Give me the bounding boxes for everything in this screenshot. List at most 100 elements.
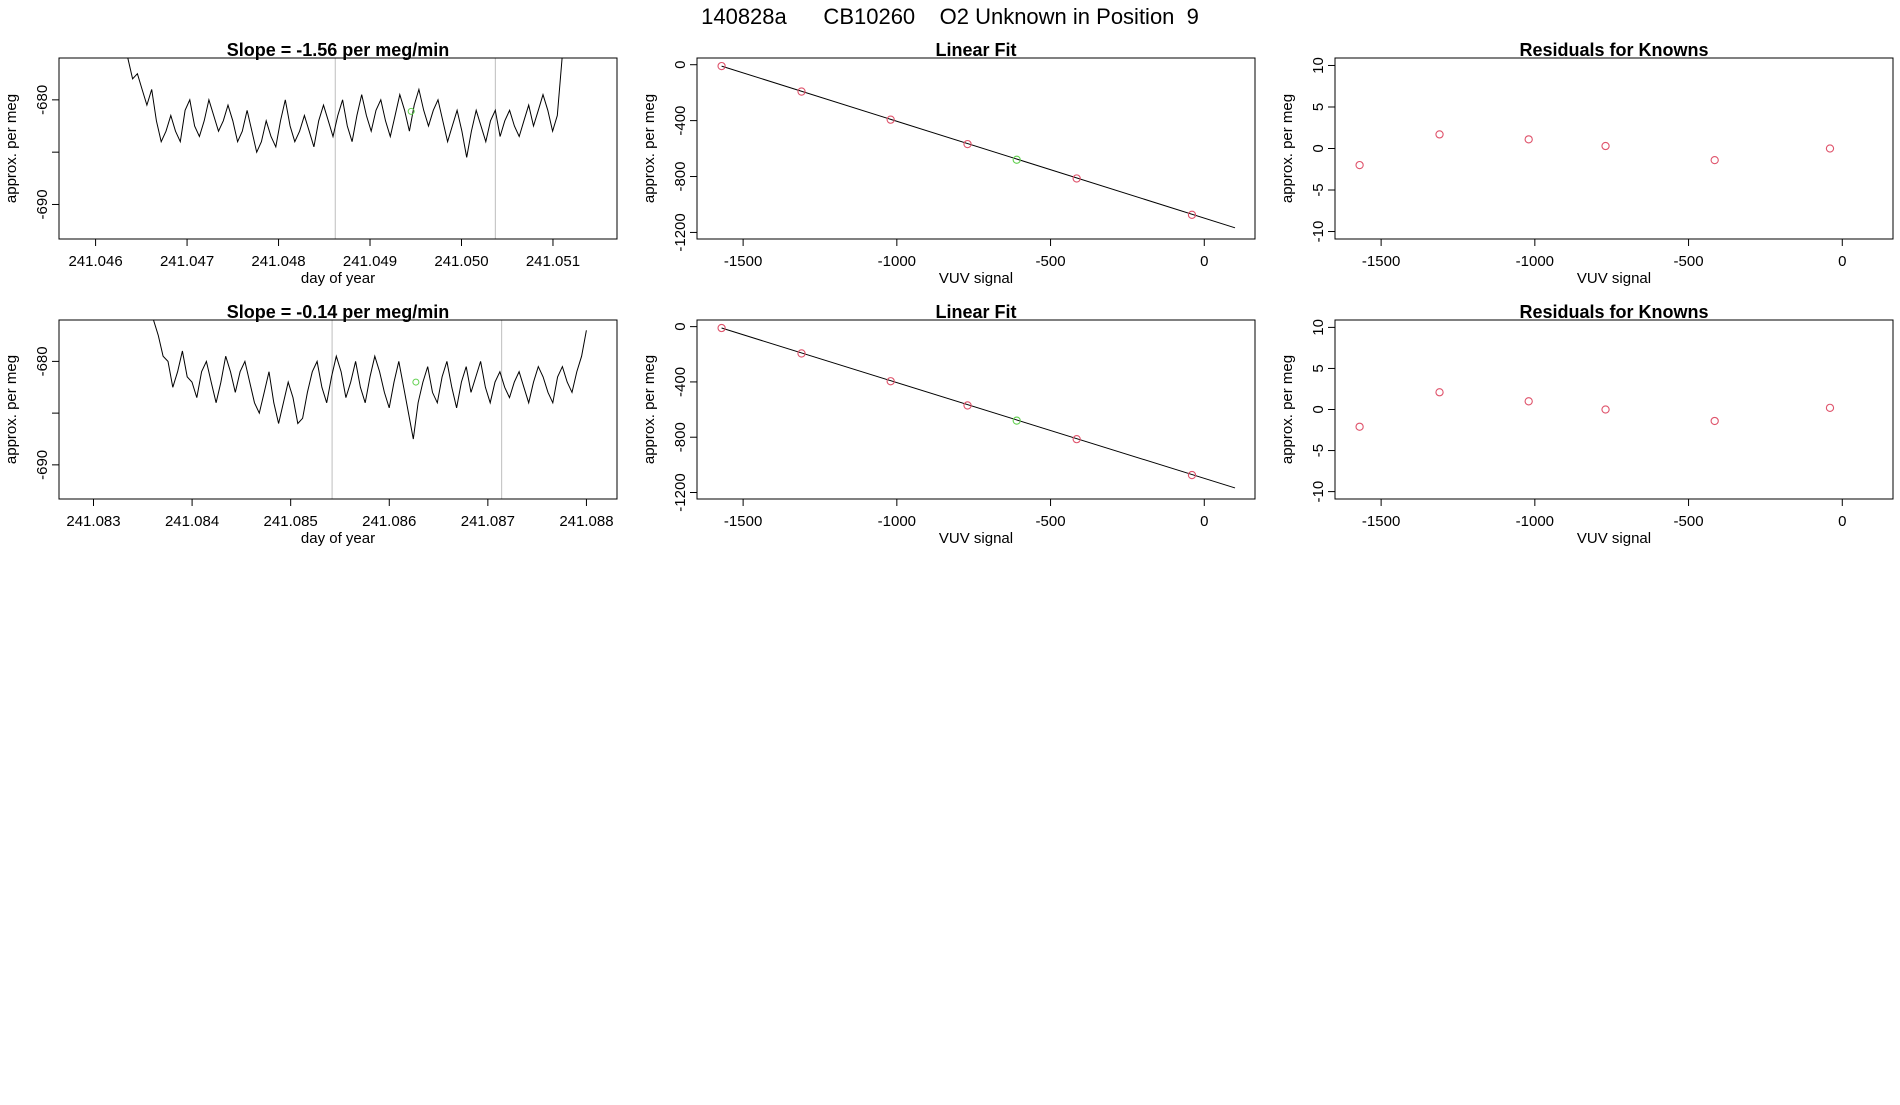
page-title: 140828a CB10260 O2 Unknown in Position 9 [701, 4, 1199, 29]
x-tick-label: 241.084 [165, 513, 219, 530]
x-axis-label: day of year [301, 530, 375, 547]
residual-point [1601, 141, 1610, 151]
fit-line [721, 65, 1236, 229]
x-tick-label: -1000 [878, 513, 916, 530]
chart-panel-1: Slope = -1.56 per meg/min 241.046 241.047 2… [3, 40, 618, 287]
plot-area [717, 61, 1236, 229]
x-tick-label: -500 [1674, 253, 1704, 270]
x-tick-label: 241.047 [160, 253, 214, 270]
y-tick-label: 5 [1310, 103, 1327, 111]
known-point [963, 139, 972, 149]
x-tick-label: 241.086 [362, 513, 416, 530]
y-axis-label: approx. per meg [1279, 94, 1296, 203]
y-tick-label: -10 [1310, 481, 1327, 503]
known-point [1187, 210, 1197, 219]
chart-title: Slope = -0.14 per meg/min [227, 302, 450, 322]
known-point [886, 115, 895, 124]
known-point [963, 401, 972, 410]
x-tick-label: 241.085 [264, 513, 318, 530]
y-tick-label: 0 [672, 61, 689, 69]
y-tick-label: -800 [672, 162, 689, 192]
x-tick-label: -1000 [878, 253, 916, 270]
known-point [797, 349, 806, 358]
chart-panel-5: Linear Fit -1500 -1000 -500 0 VUV signal 0 -400… [641, 302, 1256, 547]
y-axis-label: approx. per meg [641, 355, 658, 464]
known-point [797, 87, 806, 96]
x-axis-label: VUV signal [939, 530, 1013, 547]
x-tick-label: -500 [1674, 513, 1704, 530]
chart-title: Linear Fit [935, 302, 1016, 322]
x-axis-label: day of year [301, 270, 375, 287]
known-point [1072, 434, 1081, 444]
y-tick-label: -680 [34, 85, 51, 115]
residual-point [1825, 144, 1835, 153]
unknown-marker [412, 378, 420, 386]
plot-area [1355, 388, 1835, 431]
plot-frame [1334, 319, 1894, 500]
residual-point [1601, 405, 1610, 414]
data-line [152, 320, 587, 440]
known-point [886, 377, 895, 386]
fit-line [721, 327, 1236, 489]
residual-point [1825, 403, 1835, 413]
plot-area [1355, 130, 1835, 170]
x-axis-label: VUV signal [939, 270, 1013, 287]
y-tick-label: 0 [1310, 144, 1327, 152]
plot-area [127, 58, 563, 239]
y-tick-label: -1200 [672, 213, 689, 251]
y-tick-label: -1200 [672, 473, 689, 511]
unknown-point [1012, 155, 1021, 164]
chart-panel-3: Residuals for Knowns -1500 -1000 -500 0 VUV s… [1279, 40, 1894, 287]
x-tick-label: 241.083 [66, 513, 120, 530]
x-tick-label: 241.046 [68, 253, 122, 270]
x-tick-label: 241.087 [461, 513, 515, 530]
x-tick-label: 241.049 [343, 253, 397, 270]
x-axis-label: VUV signal [1577, 270, 1651, 287]
plot-frame [58, 319, 618, 500]
chart-title: Residuals for Knowns [1519, 302, 1708, 322]
unknown-point [1012, 416, 1021, 425]
y-tick-label: -5 [1310, 183, 1327, 196]
y-axis-label: approx. per meg [3, 94, 20, 203]
data-line [127, 58, 563, 158]
y-axis-label: approx. per meg [641, 94, 658, 203]
y-tick-label: -680 [34, 346, 51, 376]
y-tick-label: 10 [1310, 57, 1327, 74]
y-tick-label: 10 [1310, 319, 1327, 336]
y-tick-label: -400 [672, 106, 689, 136]
known-point [1072, 174, 1081, 183]
y-tick-label: -800 [672, 422, 689, 452]
residual-point [1524, 135, 1533, 144]
residual-point [1355, 160, 1364, 170]
x-tick-label: -1500 [1362, 253, 1400, 270]
chart-panel-2: Linear Fit -1500 -1000 -500 0 VUV signal 0 -400… [641, 40, 1256, 287]
plot-area [152, 320, 587, 499]
x-tick-label: 241.050 [434, 253, 488, 270]
x-tick-label: -500 [1036, 513, 1066, 530]
x-tick-label: -1500 [1362, 513, 1400, 530]
x-tick-label: -500 [1036, 253, 1066, 270]
y-axis-label: approx. per meg [1279, 355, 1296, 464]
chart-title: Slope = -1.56 per meg/min [227, 40, 450, 60]
y-tick-label: -10 [1310, 221, 1327, 243]
chart-title: Residuals for Knowns [1519, 40, 1708, 60]
residual-point [1435, 388, 1444, 397]
plot-frame [1334, 57, 1894, 240]
x-axis-label: VUV signal [1577, 530, 1651, 547]
known-point [717, 61, 726, 71]
known-point [717, 323, 726, 333]
residual-point [1355, 422, 1364, 431]
x-tick-label: 0 [1200, 513, 1208, 530]
y-tick-label: 0 [672, 322, 689, 330]
y-tick-label: -690 [34, 450, 51, 480]
x-tick-label: 0 [1838, 513, 1846, 530]
chart-panel-4: Slope = -0.14 per meg/min 241.083 241.084 2… [3, 302, 618, 547]
chart-panel-6: Residuals for Knowns -1500 -1000 -500 0 VUV s… [1279, 302, 1894, 547]
plot-area [717, 323, 1236, 489]
y-tick-label: 5 [1310, 364, 1327, 372]
residual-point [1524, 397, 1533, 406]
x-tick-label: -1000 [1516, 513, 1554, 530]
residual-point [1435, 130, 1444, 139]
